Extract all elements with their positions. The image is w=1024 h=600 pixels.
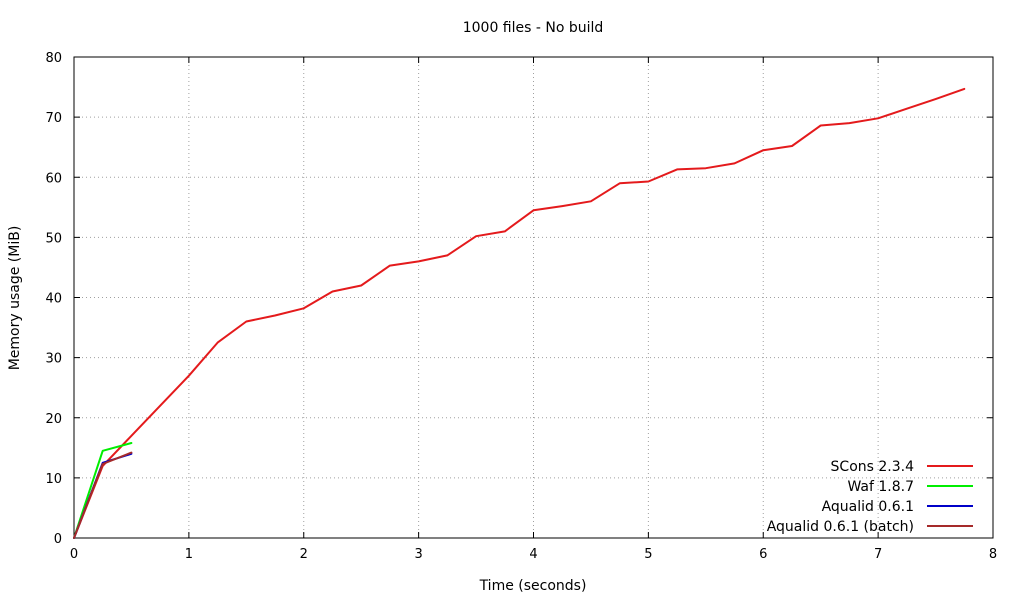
legend-label: SCons 2.3.4 bbox=[831, 459, 915, 475]
y-tick-label: 0 bbox=[54, 532, 62, 547]
x-tick-label: 5 bbox=[644, 547, 652, 562]
x-tick-label: 0 bbox=[70, 547, 78, 562]
x-tick-label: 2 bbox=[300, 547, 308, 562]
x-tick-label: 3 bbox=[414, 547, 422, 562]
plot-frame bbox=[73, 56, 994, 539]
y-tick-label: 50 bbox=[45, 231, 62, 246]
x-tick-label: 7 bbox=[874, 547, 882, 562]
legend-label: Waf 1.8.7 bbox=[847, 479, 914, 495]
legend-label: Aqualid 0.6.1 bbox=[822, 499, 914, 515]
x-tick-label: 1 bbox=[185, 547, 193, 562]
x-tick-label: 8 bbox=[989, 547, 997, 562]
chart-title: 1000 files - No build bbox=[463, 20, 604, 36]
series-line-4 bbox=[73, 451, 133, 539]
y-tick-label: 70 bbox=[45, 111, 62, 126]
y-tick-label: 60 bbox=[45, 171, 62, 186]
x-tick-label: 6 bbox=[759, 547, 767, 562]
y-tick-label: 20 bbox=[45, 412, 62, 427]
y-tick-label: 80 bbox=[45, 51, 62, 66]
y-axis-label: Memory usage (MiB) bbox=[7, 226, 23, 371]
y-tick-label: 30 bbox=[45, 352, 62, 367]
series-line-2 bbox=[73, 442, 133, 539]
y-tick-label: 10 bbox=[45, 472, 62, 487]
x-tick-label: 4 bbox=[529, 547, 537, 562]
grid bbox=[74, 57, 993, 538]
legend-label: Aqualid 0.6.1 (batch) bbox=[767, 519, 914, 535]
series-line-1 bbox=[73, 87, 966, 539]
legend: SCons 2.3.4 Waf 1.8.7 Aqualid 0.6.1 Aqualid… bbox=[767, 459, 973, 535]
x-axis-label: Time (seconds) bbox=[479, 578, 587, 594]
series-lines bbox=[73, 87, 966, 539]
y-tick-label: 40 bbox=[45, 292, 62, 307]
